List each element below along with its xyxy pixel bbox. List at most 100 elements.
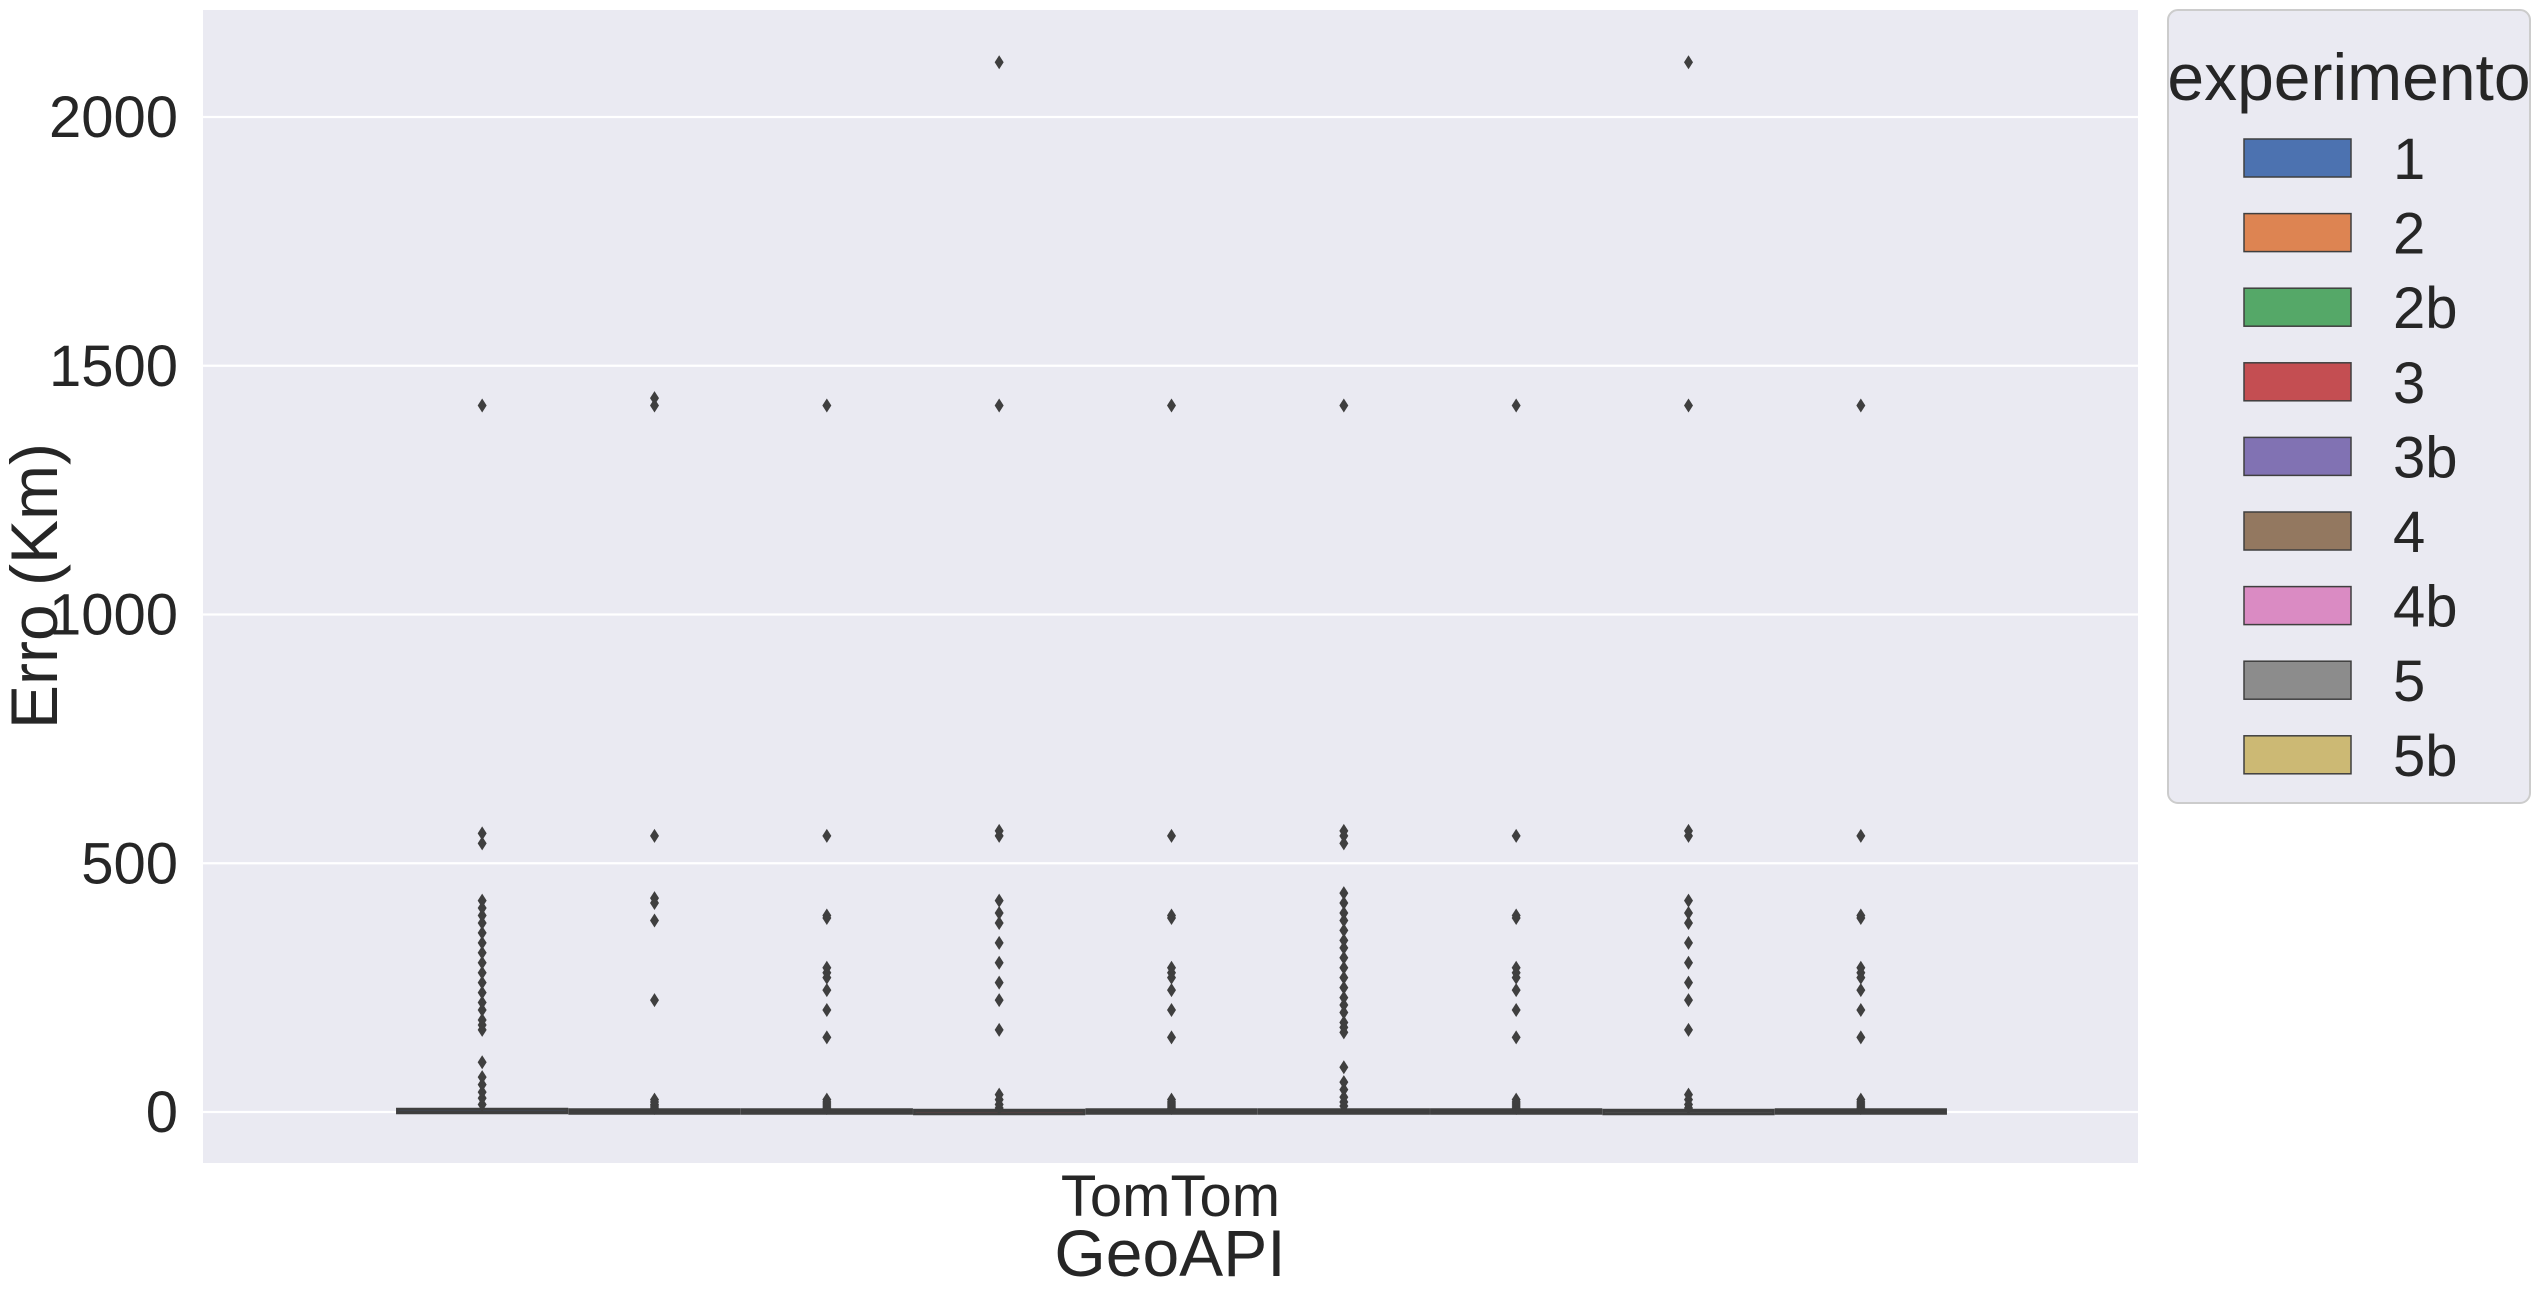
outlier-point [822, 1030, 832, 1045]
y-tick-label: 2000 [49, 85, 178, 150]
outlier-point [1684, 55, 1693, 70]
outlier-point [1511, 960, 1521, 975]
box-series-4b [1430, 398, 1603, 1116]
outlier-point [1339, 1005, 1349, 1020]
outlier-point [1856, 828, 1866, 843]
legend-label-2b: 2b [2393, 276, 2458, 341]
outlier-point [477, 908, 487, 923]
outlier-point [1339, 970, 1349, 985]
outlier-point [477, 935, 487, 950]
outlier-point [822, 1003, 832, 1018]
outlier-point [1511, 1092, 1521, 1107]
outlier-point [650, 1092, 659, 1107]
outlier-point [477, 836, 487, 851]
outlier-point [477, 995, 487, 1010]
box-series-1 [396, 398, 569, 1115]
outlier-point [1684, 935, 1693, 950]
outlier-point [1339, 906, 1349, 920]
outlier-point [1339, 1082, 1349, 1097]
legend-swatch-5b [2243, 735, 2352, 775]
outlier-point [1856, 1092, 1866, 1107]
x-axis-label: GeoAPI [1054, 1216, 1285, 1290]
outlier-point [1684, 893, 1693, 908]
outlier-point [1339, 980, 1349, 995]
outlier-point [1167, 983, 1176, 998]
legend: experimento 1 2 2b 3 3b 4 4b 5 5b [2167, 9, 2531, 804]
outlier-point [1339, 933, 1349, 948]
legend-swatch-2 [2243, 212, 2352, 253]
outlier-point [477, 965, 487, 980]
y-axis-label: Erro (Km) [0, 443, 71, 729]
outlier-point [994, 906, 1004, 920]
outlier-point [1684, 915, 1693, 930]
outlier-point [1339, 923, 1349, 938]
box-series-3b [1085, 398, 1258, 1116]
outlier-point [1167, 1030, 1176, 1045]
outlier-point [822, 908, 832, 923]
y-tick-label: 1000 [49, 583, 178, 648]
y-tick-labels: 0 500 1000 1500 2000 [49, 85, 178, 1145]
outlier-point [822, 1092, 832, 1107]
outlier-point [1339, 886, 1349, 901]
legend-swatch-3 [2243, 362, 2352, 402]
box-series-3 [913, 55, 1086, 1116]
outlier-point [1339, 398, 1349, 413]
outlier-point [477, 1077, 487, 1092]
outlier-point [477, 398, 487, 413]
outlier-point [822, 983, 832, 998]
boxes [396, 55, 1947, 1116]
outlier-point [477, 1012, 487, 1027]
outlier-point [994, 935, 1004, 950]
outlier-point [1339, 913, 1349, 928]
outlier-point [1339, 940, 1349, 955]
outlier-point [1511, 1030, 1521, 1045]
outlier-point [994, 823, 1004, 838]
outlier-point [1167, 908, 1176, 923]
outlier-point [477, 826, 487, 841]
outlier-point [1856, 960, 1866, 975]
legend-label-4: 4 [2393, 500, 2425, 565]
box-series-2b [740, 398, 913, 1116]
legend-label-1: 1 [2393, 127, 2425, 192]
outlier-point [1511, 983, 1521, 998]
legend-swatch-1 [2243, 138, 2352, 178]
outlier-point [1339, 960, 1349, 975]
outlier-point [1684, 823, 1693, 838]
box-series-5b [1774, 398, 1947, 1116]
outlier-point [822, 960, 832, 975]
box-series-2 [568, 391, 741, 1116]
y-tick-label: 500 [81, 831, 178, 896]
outlier-point [1684, 1087, 1693, 1102]
outlier-point [477, 915, 487, 930]
outlier-point [1339, 1075, 1349, 1090]
outlier-point [1167, 398, 1176, 413]
outlier-point [1339, 823, 1349, 838]
outlier-point [1167, 1003, 1176, 1018]
outlier-point [994, 975, 1004, 990]
outlier-point [650, 398, 659, 413]
y-tick-label: 0 [146, 1080, 178, 1145]
outlier-point [1684, 955, 1693, 970]
outlier-point [1339, 836, 1349, 851]
outlier-point [477, 955, 487, 970]
outlier-point [1684, 993, 1693, 1008]
outlier-point [1856, 1030, 1866, 1045]
box-series-5 [1602, 55, 1775, 1116]
outlier-point [1167, 960, 1176, 975]
y-tick-label: 1500 [49, 334, 178, 399]
outlier-point [477, 1070, 487, 1085]
outlier-point [994, 398, 1004, 413]
outlier-point [477, 901, 487, 916]
outlier-point [1511, 398, 1521, 413]
legend-swatch-2b [2243, 287, 2352, 327]
outlier-point [650, 913, 659, 928]
outlier-point [1167, 1092, 1176, 1107]
legend-swatch-4b [2243, 585, 2352, 626]
legend-swatch-4 [2243, 511, 2352, 551]
outlier-point [1684, 398, 1693, 413]
outlier-point [650, 993, 659, 1008]
outlier-point [477, 945, 487, 960]
x-tick-labels: TomTom [1061, 1164, 1280, 1229]
outlier-point [477, 893, 487, 908]
